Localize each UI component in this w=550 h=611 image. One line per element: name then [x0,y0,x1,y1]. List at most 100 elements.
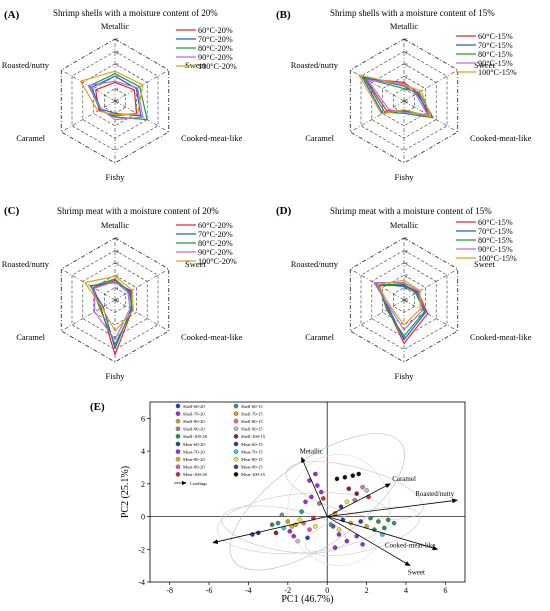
radar-spoke [403,100,458,133]
radar-axis-label: Fishy [106,371,126,381]
radar-ring-label: 3 [116,261,119,267]
radar-axis-label: Sweet [185,60,206,70]
legend-marker [233,472,239,477]
legend-label: Shell-70-15 [241,411,263,416]
score-point [305,535,310,541]
radar-ring-label: 0 [116,100,119,106]
score-point [346,486,352,491]
radar-ring-label: 1 [116,87,119,93]
radar-axis-label: Sweet [185,259,206,269]
legend-label: Meat-80-20 [183,457,205,462]
legend-marker [233,411,239,416]
score-point [344,499,350,505]
radar-axis-label: Cooked-meat-like [470,332,532,342]
radar-series-line [92,279,133,356]
score-point [279,512,285,518]
score-point [319,489,324,495]
legend-marker [175,403,181,409]
radar-ring-label: 5 [116,237,119,243]
radar-series-line [358,74,432,118]
radar-ring-label: 5 [116,38,119,44]
confidence-ellipse [287,454,391,566]
score-point [285,519,291,524]
radar-grid-ring [60,38,170,164]
radar-spoke [350,299,405,332]
legend-label: Shell-80-15 [241,419,263,424]
radar-ring-label: 1 [405,286,408,292]
legend-marker [175,449,181,454]
radar-spoke [114,69,169,102]
legend-label: Shell-100-15 [241,434,266,439]
score-point [336,532,342,537]
radar-ring-label: 0 [116,299,119,305]
legend-marker [175,411,181,416]
radar-axis-label: Caramel [16,332,45,342]
legend-marker [233,434,239,439]
score-point [315,483,320,488]
radar-axis-label: Fishy [395,371,415,381]
legend-label: 70°C-20% [198,35,233,44]
score-point [385,517,391,523]
confidence-ellipse [304,506,421,556]
legend-marker [175,464,181,470]
legend-marker [175,426,181,432]
score-point [354,491,359,496]
confidence-ellipse [229,433,405,571]
radar-grid-ring [349,237,459,363]
score-point [307,527,312,532]
loading-arrow [327,483,391,517]
score-point [287,529,293,534]
loading-label: Caramel [392,475,416,483]
score-point [360,542,365,547]
legend-label: 80°C-20% [198,44,233,53]
x-tick-label: -6 [206,586,213,595]
radar-series-line [366,79,429,116]
panel-a-label: (A) [4,9,20,21]
radar-series-line [375,283,427,341]
legend-label: Meat-60-20 [183,442,205,447]
radar-ring-label: 2 [116,274,119,280]
radar-ring-label: 5 [405,237,408,243]
score-point [299,509,304,514]
legend-label: 80°C-20% [198,239,233,248]
radar-ring-label: 0 [405,100,408,106]
legend-loadings-label: Loadings [190,481,207,486]
legend-marker [175,434,181,439]
score-point [376,519,381,524]
legend-marker [175,441,181,447]
radar-spoke [403,299,458,332]
legend-label: Meat-80-15 [241,457,263,462]
confidence-ellipse [285,461,424,520]
legend-label: Meat-90-20 [183,465,205,470]
radar-ring-label: 4 [116,50,119,56]
radar-series-line [363,77,434,119]
legend-label: Shell-70-20 [183,411,205,416]
legend-label: 80°C-15% [478,236,513,245]
radar-spoke [350,268,405,301]
radar-ring-label: 3 [116,62,119,68]
legend-label: 90°C-15% [478,245,513,254]
legend-label: Shell-100-20 [183,434,208,439]
y-axis-label: PC2 (25.1%) [120,466,131,518]
radar-ring-label: 0 [405,299,408,305]
legend-marker [233,418,239,424]
radar-axis-label: Cooked-meat-like [470,133,532,143]
score-point [344,538,350,544]
radar-ring-label: 4 [405,50,408,56]
score-point [291,533,296,539]
x-tick-label: 0 [325,586,329,595]
legend-label: 70°C-15% [478,41,513,50]
radar-axis-label: Roasted/nutty [2,60,50,70]
legend-marker [233,403,239,409]
radar-ring-label: 3 [405,261,408,267]
radar-series-line [95,81,138,117]
score-point [382,525,387,531]
radar-series-line [87,80,144,121]
loading-arrow [327,516,439,551]
score-point [313,471,318,477]
score-point [303,499,308,505]
radar-chart-c: 0 1 2 3 4 5 Metallic Sweet Cooked-meat-like Fishy… [2,220,243,381]
radar-spoke [403,69,458,102]
panel-d: (D) Shrimp meat with a moisture content … [276,205,532,381]
radar-axis-label: Caramel [16,133,45,143]
